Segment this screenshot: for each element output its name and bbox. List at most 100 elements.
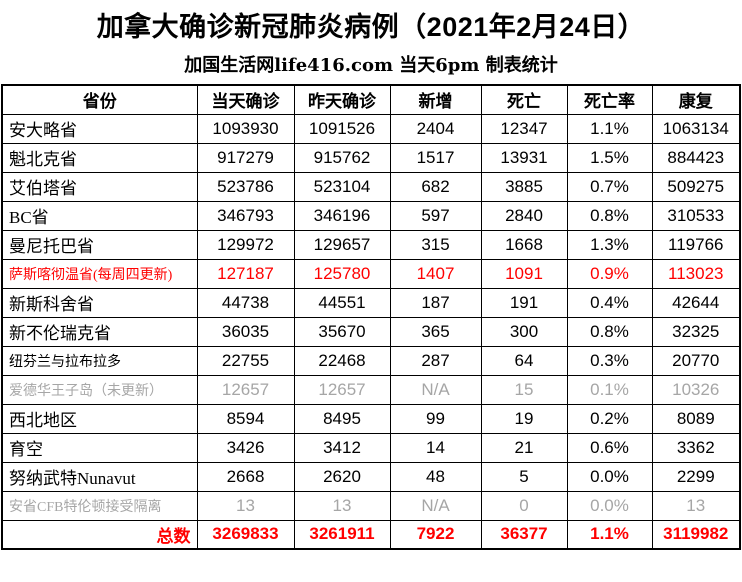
- table-row: 新不伦瑞克省 36035 35670 365 300 0.8% 32325: [1, 316, 741, 347]
- table-row: 艾伯塔省 523786 523104 682 3885 0.7% 509275: [1, 171, 741, 202]
- cell-today-confirmed: 523786: [196, 171, 295, 202]
- cell-yesterday-confirmed: 8495: [293, 403, 391, 434]
- cell-deaths: 3885: [480, 171, 568, 202]
- cell-yesterday-confirmed: 2620: [293, 461, 391, 492]
- table-header-row: 省份 当天确诊 昨天确诊 新增 死亡 死亡率 康复: [1, 84, 741, 115]
- cell-recovered: 3362: [651, 432, 741, 463]
- cell-today-confirmed: 917279: [196, 142, 295, 173]
- cell-new-cases: 365: [389, 316, 482, 347]
- cell-deaths: 12347: [480, 113, 568, 144]
- table-row: 爱德华王子岛（未更新） 12657 12657 N/A 15 0.1% 10326: [1, 374, 741, 405]
- cell-new-cases: N/A: [389, 374, 482, 405]
- covid-stats-table: 省份 当天确诊 昨天确诊 新增 死亡 死亡率 康复 安大略省 1093930 109…: [1, 84, 741, 550]
- header-deaths: 死亡: [480, 84, 568, 115]
- cell-new-cases: 14: [389, 432, 482, 463]
- cell-recovered: 13: [651, 490, 741, 521]
- cell-province: 爱德华王子岛（未更新）: [1, 374, 198, 405]
- cell-death-rate: 0.7%: [566, 171, 653, 202]
- cell-death-rate: 0.2%: [566, 403, 653, 434]
- cell-death-rate: 0.9%: [566, 258, 653, 289]
- total-yesterday-confirmed: 3261911: [293, 519, 391, 550]
- cell-yesterday-confirmed: 915762: [293, 142, 391, 173]
- cell-deaths: 13931: [480, 142, 568, 173]
- cell-new-cases: 597: [389, 200, 482, 231]
- cell-recovered: 42644: [651, 287, 741, 318]
- cell-death-rate: 0.8%: [566, 316, 653, 347]
- cell-province: 艾伯塔省: [1, 171, 198, 202]
- cell-province: 努纳武特Nunavut: [1, 461, 198, 492]
- total-label: 总数: [1, 519, 198, 550]
- cell-new-cases: 1407: [389, 258, 482, 289]
- table-row: 安省CFB特伦顿接受隔离 13 13 N/A 0 0.0% 13: [1, 490, 741, 521]
- total-death-rate: 1.1%: [566, 519, 653, 550]
- cell-recovered: 113023: [651, 258, 741, 289]
- cell-new-cases: 48: [389, 461, 482, 492]
- cell-deaths: 5: [480, 461, 568, 492]
- cell-deaths: 15: [480, 374, 568, 405]
- cell-recovered: 8089: [651, 403, 741, 434]
- cell-today-confirmed: 3426: [196, 432, 295, 463]
- cell-yesterday-confirmed: 125780: [293, 258, 391, 289]
- cell-today-confirmed: 127187: [196, 258, 295, 289]
- cell-death-rate: 0.1%: [566, 374, 653, 405]
- cell-yesterday-confirmed: 129657: [293, 229, 391, 260]
- cell-new-cases: 2404: [389, 113, 482, 144]
- header-death-rate: 死亡率: [566, 84, 653, 115]
- cell-province: 育空: [1, 432, 198, 463]
- cell-new-cases: 682: [389, 171, 482, 202]
- cell-province: 安大略省: [1, 113, 198, 144]
- cell-death-rate: 0.0%: [566, 461, 653, 492]
- cell-today-confirmed: 8594: [196, 403, 295, 434]
- cell-recovered: 10326: [651, 374, 741, 405]
- cell-death-rate: 1.5%: [566, 142, 653, 173]
- cell-yesterday-confirmed: 1091526: [293, 113, 391, 144]
- page-title: 加拿大确诊新冠肺炎病例（2021年2月24日）: [96, 12, 646, 42]
- total-new-cases: 7922: [389, 519, 482, 550]
- cell-today-confirmed: 346793: [196, 200, 295, 231]
- cell-deaths: 64: [480, 345, 568, 376]
- cell-today-confirmed: 44738: [196, 287, 295, 318]
- table-row: 安大略省 1093930 1091526 2404 12347 1.1% 1063134: [1, 113, 741, 144]
- cell-new-cases: 187: [389, 287, 482, 318]
- cell-today-confirmed: 12657: [196, 374, 295, 405]
- page-subtitle: 加国生活网life416.com 当天6pm 制表统计: [184, 55, 558, 76]
- cell-recovered: 2299: [651, 461, 741, 492]
- table-row: 新斯科舍省 44738 44551 187 191 0.4% 42644: [1, 287, 741, 318]
- cell-yesterday-confirmed: 44551: [293, 287, 391, 318]
- cell-deaths: 0: [480, 490, 568, 521]
- cell-province: 安省CFB特伦顿接受隔离: [1, 490, 198, 521]
- cell-today-confirmed: 22755: [196, 345, 295, 376]
- total-deaths: 36377: [480, 519, 568, 550]
- cell-today-confirmed: 13: [196, 490, 295, 521]
- cell-province: 新不伦瑞克省: [1, 316, 198, 347]
- cell-death-rate: 1.1%: [566, 113, 653, 144]
- cell-province: 萨斯喀彻温省(每周四更新): [1, 258, 198, 289]
- cell-deaths: 1668: [480, 229, 568, 260]
- cell-recovered: 509275: [651, 171, 741, 202]
- header-yesterday-confirmed: 昨天确诊: [293, 84, 391, 115]
- cell-yesterday-confirmed: 35670: [293, 316, 391, 347]
- cell-today-confirmed: 36035: [196, 316, 295, 347]
- cell-today-confirmed: 2668: [196, 461, 295, 492]
- total-recovered: 3119982: [651, 519, 741, 550]
- cell-deaths: 1091: [480, 258, 568, 289]
- header-new-cases: 新增: [389, 84, 482, 115]
- cell-yesterday-confirmed: 3412: [293, 432, 391, 463]
- cell-yesterday-confirmed: 523104: [293, 171, 391, 202]
- cell-yesterday-confirmed: 346196: [293, 200, 391, 231]
- cell-recovered: 310533: [651, 200, 741, 231]
- cell-recovered: 1063134: [651, 113, 741, 144]
- cell-new-cases: 99: [389, 403, 482, 434]
- table-row: 魁北克省 917279 915762 1517 13931 1.5% 884423: [1, 142, 741, 173]
- cell-death-rate: 0.3%: [566, 345, 653, 376]
- cell-new-cases: N/A: [389, 490, 482, 521]
- table-row: 育空 3426 3412 14 21 0.6% 3362: [1, 432, 741, 463]
- cell-recovered: 119766: [651, 229, 741, 260]
- cell-death-rate: 0.8%: [566, 200, 653, 231]
- table-row: BC省 346793 346196 597 2840 0.8% 310533: [1, 200, 741, 231]
- cell-yesterday-confirmed: 12657: [293, 374, 391, 405]
- header-province: 省份: [1, 84, 198, 115]
- cell-province: 曼尼托巴省: [1, 229, 198, 260]
- cell-new-cases: 315: [389, 229, 482, 260]
